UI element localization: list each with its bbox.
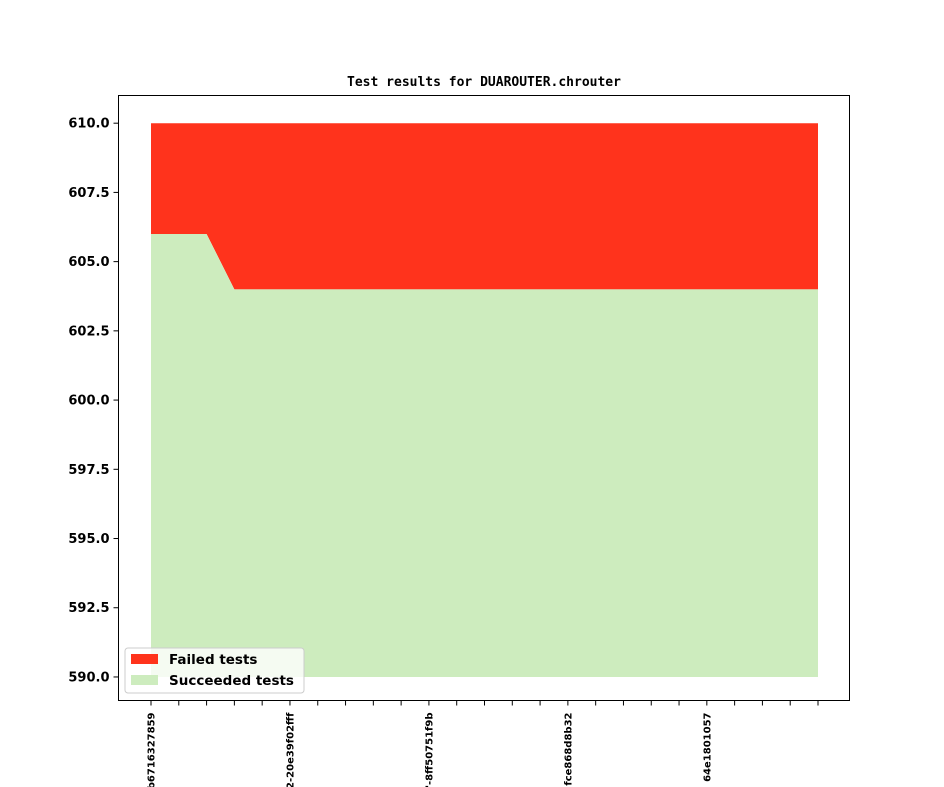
legend-swatch xyxy=(131,675,158,685)
succeeded-tests-area xyxy=(151,233,818,677)
y-tick-label: 607.5 xyxy=(68,186,109,201)
legend-swatch xyxy=(131,654,158,664)
y-tick-label: 600.0 xyxy=(68,394,109,409)
x-axis: b6716327859 2-20e39f02fff '-8ff50751f9b fce… xyxy=(147,700,819,787)
x-tick-label: b6716327859 xyxy=(147,712,158,787)
legend-label: Failed tests xyxy=(169,652,257,668)
y-axis: 590.0 592.5 595.0 597.5 600.0 602.5 605.0 607.5… xyxy=(68,117,119,685)
y-tick-label: 595.0 xyxy=(68,532,109,547)
y-tick-label: 602.5 xyxy=(68,324,109,339)
y-tick-label: 597.5 xyxy=(68,463,109,478)
x-tick-label: 64e1801057 xyxy=(702,712,713,781)
legend: Failed tests Succeeded tests xyxy=(124,647,305,694)
y-tick-label: 605.0 xyxy=(68,255,109,270)
x-tick-label: fce868d8b32 xyxy=(563,712,574,785)
legend-box xyxy=(124,647,305,694)
chart-title: Test results for DUAROUTER.chrouter xyxy=(347,75,621,90)
y-tick-label: 610.0 xyxy=(68,117,109,132)
failed-tests-area xyxy=(151,123,818,290)
legend-label: Succeeded tests xyxy=(169,673,294,689)
y-tick-label: 592.5 xyxy=(68,601,109,616)
y-tick-label: 590.0 xyxy=(68,670,109,685)
x-tick-label: '-8ff50751f9b xyxy=(424,713,435,787)
x-tick-label: 2-20e39f02fff xyxy=(285,712,296,787)
plot-area xyxy=(151,123,818,677)
